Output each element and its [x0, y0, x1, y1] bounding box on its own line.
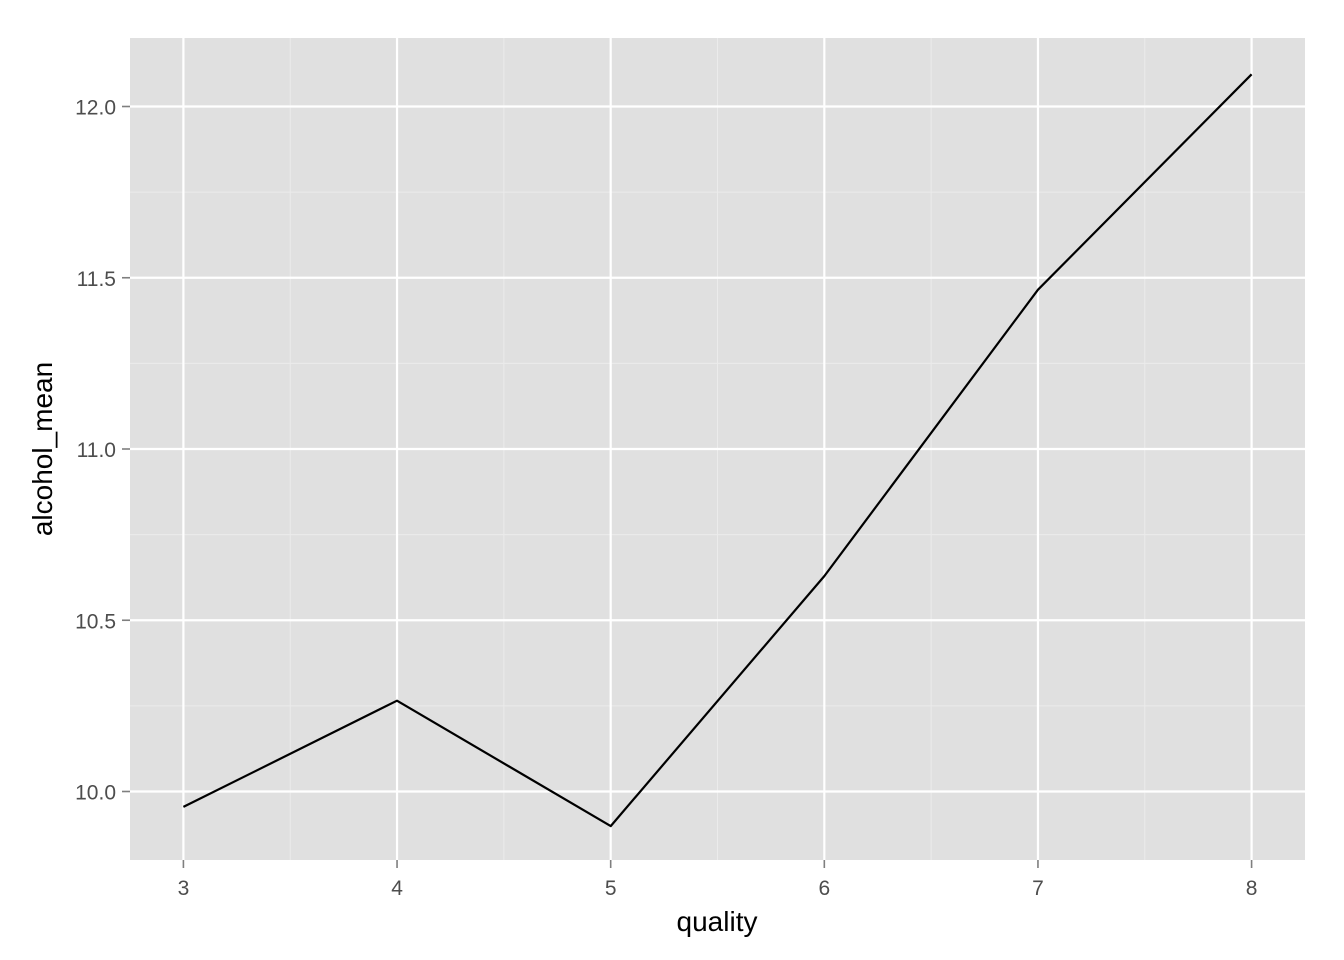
x-axis: 3 4 5 6 7 8	[178, 860, 1258, 900]
x-tick-label: 6	[818, 877, 830, 900]
y-tick-label: 10.5	[75, 610, 116, 633]
x-axis-title: quality	[677, 906, 758, 937]
y-axis-title: alcohol_mean	[27, 362, 58, 536]
y-tick-label: 11.0	[77, 439, 116, 462]
x-tick-label: 8	[1246, 877, 1258, 900]
x-tick-label: 7	[1032, 877, 1044, 900]
series-layer	[182, 73, 1253, 828]
y-tick-label: 12.0	[75, 97, 116, 120]
y-axis: 10.0 10.5 11.0 11.5 12.0	[75, 97, 130, 805]
y-tick-label: 10.0	[75, 782, 116, 805]
y-tick-label: 11.5	[77, 268, 116, 291]
x-tick-label: 4	[391, 877, 403, 900]
series-line	[182, 73, 1253, 828]
x-tick-label: 5	[605, 877, 617, 900]
major-gridlines	[130, 38, 1305, 860]
x-tick-label: 3	[178, 877, 190, 900]
